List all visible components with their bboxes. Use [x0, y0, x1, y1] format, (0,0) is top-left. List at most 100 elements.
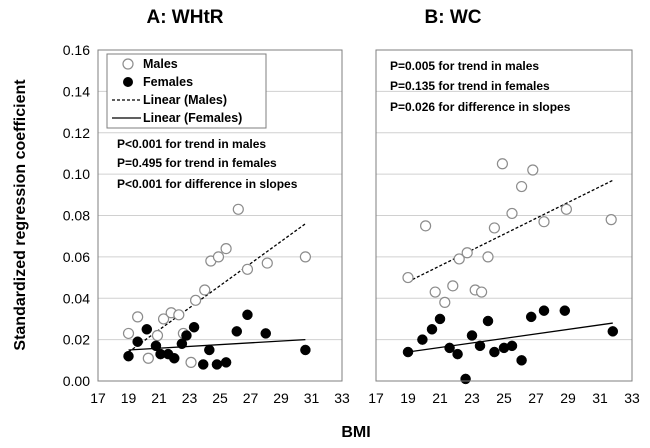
legend-label-females: Females [143, 75, 193, 89]
panel-a-y-tick-label: 0.02 [63, 332, 90, 348]
panel-b-point-female [607, 326, 619, 337]
panel-a-point-male [190, 294, 202, 306]
panel-a-annotation-1: P<0.001 for trend in males [117, 137, 266, 151]
panel-b-title: B: WC [425, 7, 482, 28]
panel-b-point-female [444, 342, 455, 354]
panel-a-x-tick-labels: 17 19 21 23 25 27 29 31 33 [90, 390, 350, 406]
panel-b-grid [376, 90, 632, 341]
panel-b-point-male [496, 158, 508, 170]
panel-a-point-male [157, 313, 170, 325]
panel-b-point-female [482, 315, 494, 327]
panel-a-point-female [181, 330, 192, 341]
panel-b-point-female [516, 355, 527, 366]
panel-b-point-male [488, 222, 500, 234]
panel-b-point-male [439, 296, 451, 308]
panel-a-y-tick-label: 0.06 [63, 249, 90, 265]
panel-a-x-tick-label: 23 [182, 390, 198, 406]
panel-a-y-tick-label: 0.16 [63, 42, 90, 58]
panel-b-point-male [560, 203, 573, 215]
panel-b-point-female [525, 311, 537, 323]
panel-b-point-female [417, 334, 428, 345]
legend-box [106, 53, 267, 129]
panel-a-point-male [220, 243, 232, 255]
panel-a-x-tick-label: 25 [212, 390, 228, 406]
panel-a-y-tick-label: 0.14 [63, 83, 90, 99]
legend-label-linear-males: Linear (Males) [143, 93, 227, 107]
panel-b-point-male [453, 253, 465, 265]
legend-label-linear-females: Linear (Females) [143, 111, 242, 125]
panel-a-point-female [132, 336, 143, 347]
panel-b-point-male [482, 251, 494, 263]
panel-b-x-tick-label: 31 [592, 390, 608, 406]
panel-b-point-male [402, 271, 414, 284]
panel-b-trendlines [407, 179, 614, 353]
legend: Males Females Linear (Males) Linear (Fem… [106, 53, 267, 129]
panel-a-point-male [299, 251, 311, 263]
panel-b-x-tick-label: 33 [624, 390, 640, 406]
panel-b-point-male [506, 207, 518, 220]
x-axis-title: BMI [341, 424, 370, 441]
panel-a-point-female [169, 352, 180, 364]
panel-a-y-tick-label: 0.10 [63, 166, 90, 182]
panel-a-point-female [176, 338, 188, 350]
panel-a-x-tick-label: 17 [90, 390, 106, 406]
panel-b-x-tick-labels: 17 19 21 23 25 27 29 31 33 [368, 390, 640, 406]
panel-b-point-female [460, 373, 471, 385]
panel-a-point-male [185, 356, 197, 368]
panel-a-point-male [132, 311, 144, 323]
panel-a-point-male [241, 263, 254, 275]
panel-b-wc: B: WC 17 19 21 23 25 27 29 31 33 P=0.005 for tre… [368, 7, 640, 406]
panel-b-trendline-males [407, 179, 614, 283]
legend-marker-females [123, 77, 133, 87]
panel-b-plot-frame [375, 49, 633, 382]
panel-a-y-tick-labels: 0.00 0.02 0.04 0.06 0.08 0.10 0.12 0.14 0.16 [63, 42, 90, 389]
panel-b-annotation-3: P=0.026 for difference in slopes [390, 100, 571, 114]
panel-a-x-tick-label: 33 [334, 390, 350, 406]
panel-b-point-female [559, 305, 571, 316]
panel-b-point-male [538, 216, 550, 228]
panel-b-point-female [474, 340, 486, 352]
panel-b-point-female [466, 330, 478, 341]
panel-a-point-female [188, 321, 200, 333]
panel-a-point-male [199, 284, 211, 296]
panel-a-point-female [242, 309, 253, 321]
panel-a-point-female [231, 326, 243, 337]
panel-a-point-female [204, 344, 215, 356]
panel-b-trendline-females [407, 322, 613, 353]
legend-marker-males [122, 58, 134, 70]
panel-a-x-tick-label: 21 [151, 390, 167, 406]
panel-a-x-tick-label: 31 [304, 390, 320, 406]
panel-b-point-male [447, 280, 459, 292]
panel-a-grid [98, 90, 342, 341]
panel-b-point-male [527, 164, 539, 176]
panel-b-point-female [506, 340, 518, 352]
panel-a-y-tick-label: 0.12 [63, 125, 90, 141]
panel-b-points [402, 158, 619, 385]
panel-a-point-female [197, 359, 209, 370]
panel-a-annotation-2: P=0.495 for trend in females [117, 156, 277, 170]
panel-a-point-female [141, 324, 153, 335]
panel-a-annotation-3: P<0.001 for difference in slopes [117, 177, 298, 191]
panel-a-point-female [123, 350, 134, 362]
panel-a-point-female [260, 328, 271, 339]
panel-a-point-female [150, 340, 162, 352]
panel-b-point-male [461, 247, 473, 259]
panel-b-x-tick-label: 23 [464, 390, 480, 406]
panel-a-point-female [211, 359, 223, 370]
panel-b-point-male [605, 214, 617, 226]
panel-b-point-male [429, 286, 441, 298]
panel-b-x-tick-label: 29 [560, 390, 576, 406]
panel-b-point-female [452, 348, 463, 360]
panel-b-x-tick-label: 17 [368, 390, 384, 406]
panel-a-whtr: A: WHtR 0.00 0.02 0.04 0.06 0.08 0.10 0.12 0.14… [63, 7, 350, 406]
panel-a-x-tick-label: 19 [121, 390, 137, 406]
panel-a-x-tick-label: 27 [243, 390, 259, 406]
panel-b-point-male [420, 220, 432, 232]
panel-b-annotation-2: P=0.135 for trend in females [390, 79, 550, 93]
panel-a-points [122, 203, 311, 370]
panel-b-x-tick-label: 27 [528, 390, 544, 406]
panel-a-point-male [232, 203, 244, 215]
panel-a-x-tick-label: 29 [273, 390, 289, 406]
panel-b-point-female [434, 313, 446, 325]
